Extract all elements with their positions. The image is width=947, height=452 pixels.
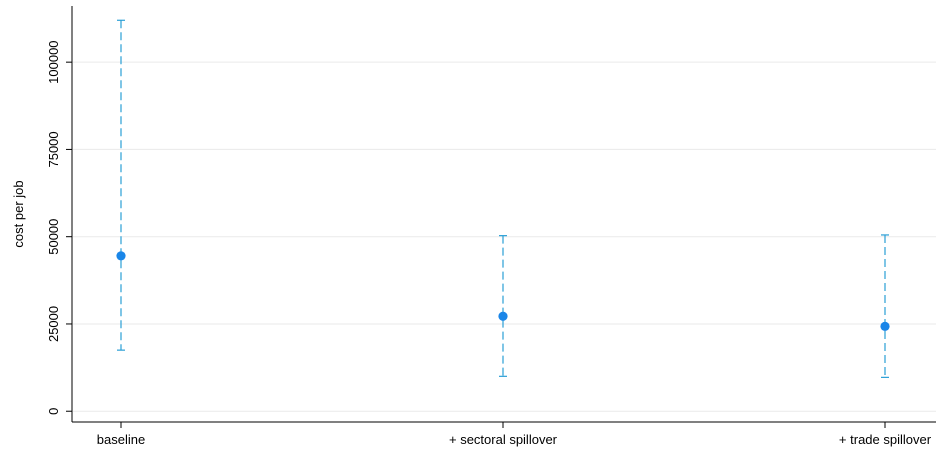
error-bar bbox=[499, 235, 507, 377]
x-tick-label: baseline bbox=[97, 432, 145, 447]
y-tick-label: 100000 bbox=[46, 40, 61, 83]
x-tick-label: + sectoral spillover bbox=[449, 432, 558, 447]
error-bar bbox=[117, 19, 125, 351]
data-point bbox=[880, 321, 890, 332]
y-ticks: 0 25000 50000 75000 100000 bbox=[46, 40, 72, 415]
data-point bbox=[116, 251, 126, 261]
axes bbox=[71, 6, 936, 423]
data-points bbox=[116, 251, 890, 332]
y-tick-label: 25000 bbox=[46, 306, 61, 342]
y-tick-label: 50000 bbox=[46, 219, 61, 255]
y-tick-label: 0 bbox=[46, 408, 61, 415]
x-tick-label: + trade spillover bbox=[839, 432, 932, 447]
error-bar bbox=[881, 234, 889, 378]
x-ticks: baseline + sectoral spillover + trade spil… bbox=[97, 422, 932, 447]
grid-lines bbox=[73, 61, 936, 412]
data-point bbox=[498, 311, 508, 321]
y-tick-label: 75000 bbox=[46, 131, 61, 167]
error-bars bbox=[117, 19, 889, 378]
y-axis-title: cost per job bbox=[11, 180, 26, 247]
